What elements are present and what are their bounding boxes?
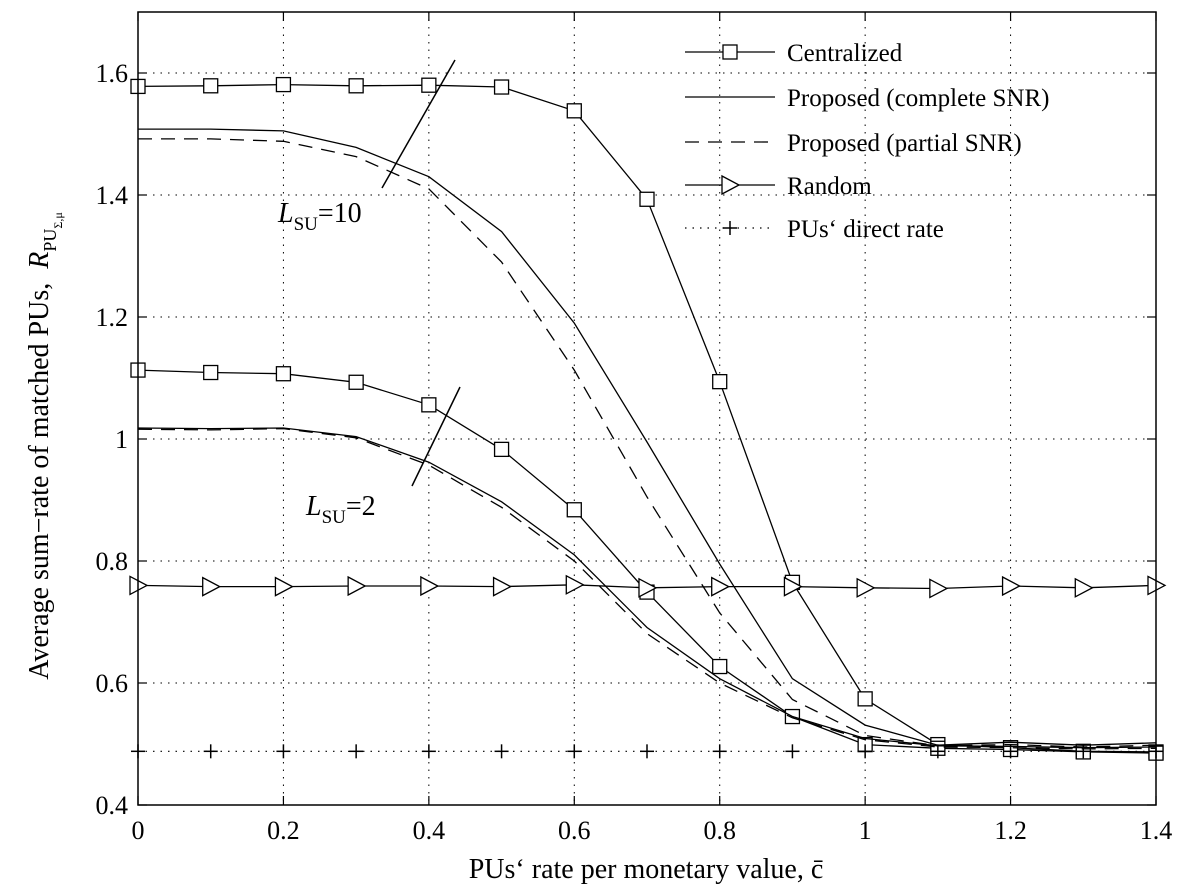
series-line: [138, 128, 1157, 746]
series-4: [137, 427, 1157, 749]
legend-entry-proposed-complete: Proposed (complete SNR): [685, 85, 1049, 112]
legend-entry-direct-rate: PUs‘ direct rate: [685, 216, 944, 243]
triangle-marker: [783, 576, 803, 597]
series-line: [137, 427, 1157, 749]
series-0: [130, 76, 1164, 760]
plus-marker: [567, 744, 582, 759]
plus-marker: [1076, 744, 1091, 759]
plus-marker: [203, 744, 218, 759]
x-tick-label: 0.2: [267, 816, 300, 845]
triangle-marker: [1074, 577, 1094, 598]
triangle-marker: [274, 576, 294, 597]
legend-entry-proposed-partial: Proposed (partial SNR): [685, 130, 1022, 157]
y-tick-label: 0.4: [96, 791, 129, 820]
legend-entry-random: Random: [685, 173, 872, 200]
triangle-marker: [565, 574, 585, 595]
ticks: 0 0.2 0.4 0.6 0.8 1 1.2 1.4 0.4 0.6 0.8 1 1.2 1.4 1.6: [96, 12, 1173, 845]
series-2: [138, 128, 1157, 746]
plus-marker: [858, 744, 873, 759]
plus-marker: [640, 744, 654, 759]
square-marker: [203, 364, 219, 381]
x-tick-label: 0.6: [558, 816, 591, 845]
legend-label-random: Random: [787, 173, 872, 200]
square-marker: [493, 79, 510, 95]
triangle-marker: [929, 578, 949, 599]
y-tick-label: 1.4: [96, 181, 129, 210]
plus-marker: [349, 744, 364, 759]
square-marker: [712, 658, 728, 675]
series-3: [138, 138, 1157, 748]
y-axis-label: Average sum−rate of matched PUs, RPUΣ,μ: [24, 212, 65, 680]
series-7: [131, 744, 1163, 759]
square-marker: [203, 78, 219, 94]
square-marker: [857, 691, 873, 707]
square-marker: [275, 76, 292, 93]
series-line: [137, 427, 1157, 750]
y-tick-label: 1: [115, 425, 128, 454]
y-tick-label: 1.6: [96, 59, 129, 88]
legend: Centralized Proposed (complete SNR) Prop…: [685, 40, 1049, 243]
plus-marker: [712, 744, 727, 759]
legend-label-direct-rate: PUs‘ direct rate: [787, 216, 944, 243]
legend-label-centralized: Centralized: [787, 40, 903, 67]
annotation-lsu10: LSU=10: [277, 198, 362, 235]
legend-label-proposed-partial: Proposed (partial SNR): [787, 130, 1022, 157]
plus-marker: [785, 744, 800, 759]
square-marker: [712, 374, 728, 390]
square-marker: [421, 77, 437, 93]
y-tick-label: 0.6: [96, 669, 129, 698]
plus-marker: [930, 744, 945, 759]
plot-frame: [137, 11, 1157, 806]
annotation-pointer-lsu10: [381, 59, 456, 189]
square-marker: [566, 103, 582, 119]
plus-marker: [1003, 744, 1018, 759]
triangle-marker: [347, 575, 367, 597]
x-tick-label: 0.8: [703, 816, 736, 845]
y-axis-label-subsub: Σ,μ: [51, 212, 65, 228]
y-axis-label-symbol: R: [24, 252, 55, 270]
y-axis-label-sub: PU: [40, 229, 60, 252]
square-marker: [493, 441, 510, 458]
square-marker: [348, 78, 364, 94]
triangle-marker: [420, 575, 440, 597]
plus-marker: [276, 744, 291, 759]
triangle-marker: [202, 576, 222, 597]
square-marker: [639, 191, 655, 207]
plus-marker: [421, 744, 436, 759]
triangle-marker: [856, 577, 876, 598]
legend-entry-centralized: Centralized: [685, 40, 903, 67]
x-tick-label: 0: [132, 816, 145, 845]
triangle-marker: [492, 576, 512, 597]
x-tick-label: 1: [859, 816, 872, 845]
legend-label-proposed-complete: Proposed (complete SNR): [787, 85, 1049, 112]
x-tick-label: 1.2: [994, 816, 1027, 845]
y-axis-label-text: Average sum−rate of matched PUs,: [24, 283, 55, 680]
y-tick-label: 0.8: [96, 547, 129, 576]
square-marker: [566, 502, 582, 518]
x-tick-label: 0.4: [413, 816, 446, 845]
annotation-lsu2: LSU=2: [305, 491, 376, 528]
square-marker: [421, 397, 437, 413]
plus-marker: [494, 744, 509, 759]
square-marker: [275, 366, 292, 382]
square-marker: [348, 374, 364, 390]
series-1: [130, 362, 1164, 761]
y-tick-label: 1.2: [96, 303, 129, 332]
series-line: [137, 83, 1157, 753]
triangle-marker: [1001, 575, 1021, 597]
series-line: [137, 369, 1157, 754]
series-line: [138, 138, 1157, 748]
series-5: [137, 427, 1157, 750]
svg-text:Average sum−rate of matched PU: Average sum−rate of matched PUs, RPUΣ,μ: [24, 212, 65, 680]
triangle-marker: [638, 577, 658, 598]
x-axis-label: PUs‘ rate per monetary value, c̄: [469, 854, 824, 885]
x-tick-label: 1.4: [1140, 816, 1173, 845]
triangle-marker: [711, 576, 731, 597]
annotation-pointer-lsu2: [411, 386, 461, 487]
series-layer: [129, 76, 1167, 761]
